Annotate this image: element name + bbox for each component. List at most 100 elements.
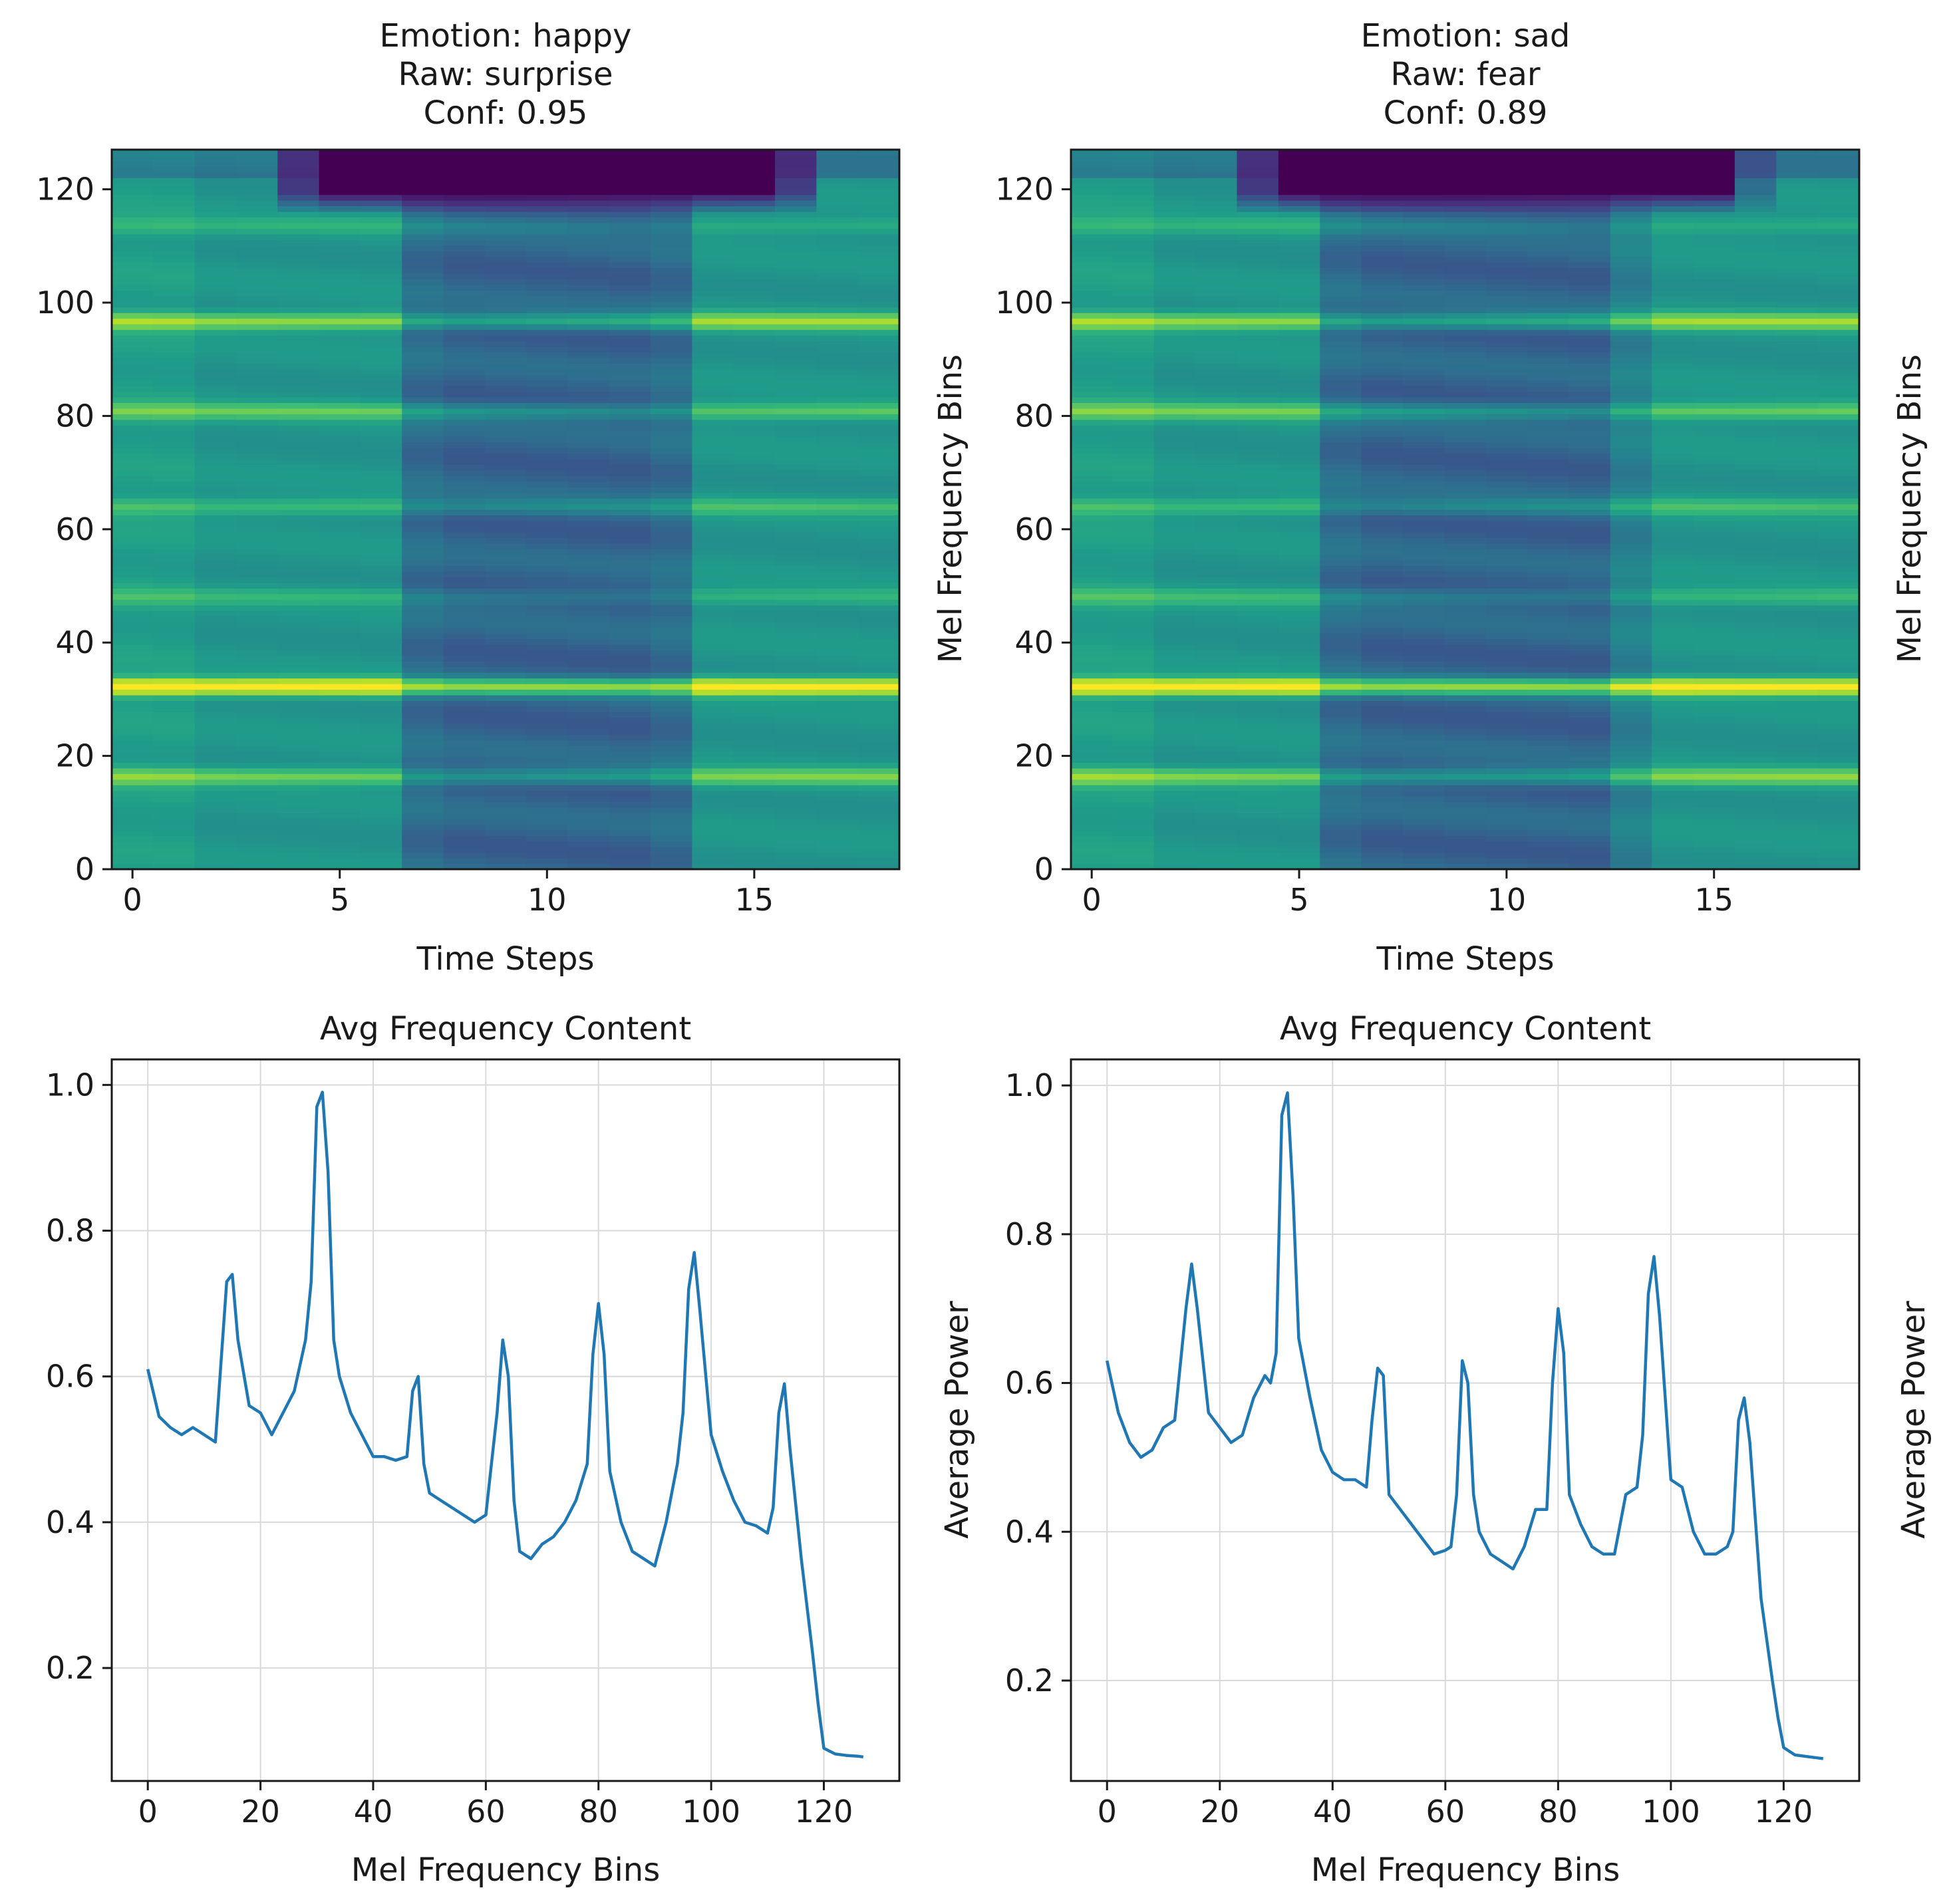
heatmap-cell — [1195, 762, 1238, 769]
heatmap-cell — [816, 470, 859, 476]
heatmap-cell — [194, 380, 237, 386]
heatmap-cell — [857, 655, 900, 662]
heatmap-cell — [651, 655, 693, 662]
heatmap-cell — [1112, 863, 1155, 870]
heatmap-cell — [775, 453, 817, 460]
heatmap-cell — [1693, 627, 1735, 634]
heatmap-cell — [1485, 672, 1528, 679]
heatmap-cell — [1734, 661, 1777, 668]
heatmap-cell — [443, 329, 486, 336]
heatmap-cell — [816, 464, 859, 471]
heatmap-cell — [1112, 801, 1155, 808]
heatmap-cell — [1361, 503, 1404, 510]
heatmap-cell — [1195, 222, 1238, 229]
heatmap-cell — [112, 655, 154, 662]
x-tick-label: 10 — [1487, 882, 1527, 918]
heatmap-cell — [1817, 706, 1860, 712]
heatmap-cell — [1652, 352, 1694, 358]
heatmap-cell — [1485, 442, 1528, 448]
heatmap-cell — [733, 313, 776, 319]
heatmap-cell — [526, 549, 569, 555]
heatmap-cell — [1237, 751, 1279, 757]
heatmap-cell — [1320, 520, 1362, 527]
heatmap-cell — [775, 279, 817, 285]
heatmap-cell — [1361, 239, 1404, 246]
heatmap-cell — [277, 543, 320, 549]
heatmap-cell — [1278, 694, 1320, 702]
heatmap-cell — [1527, 824, 1570, 831]
heatmap-cell — [1237, 228, 1279, 235]
heatmap-cell — [1444, 301, 1487, 308]
heatmap-cell — [1153, 593, 1196, 600]
heatmap-cell — [1734, 178, 1777, 184]
heatmap-cell — [567, 666, 610, 673]
heatmap-cell — [651, 577, 693, 583]
heatmap-cell — [1112, 756, 1155, 763]
heatmap-cell — [153, 813, 196, 819]
heatmap-cell — [1278, 324, 1320, 331]
heatmap-cell — [1237, 346, 1279, 352]
heatmap-cell — [112, 301, 154, 308]
heatmap-cell — [319, 790, 361, 797]
heatmap-cell — [319, 829, 361, 836]
heatmap-cell — [1195, 790, 1238, 797]
heatmap-cell — [1569, 616, 1611, 622]
heatmap-cell — [1195, 773, 1238, 780]
heatmap-cell — [153, 279, 196, 285]
heatmap-cell — [609, 425, 651, 432]
heatmap-cell — [1361, 233, 1404, 240]
heatmap-cell — [1610, 644, 1652, 650]
heatmap-cell — [1195, 734, 1238, 741]
heatmap-cell — [1734, 684, 1777, 690]
heatmap-cell — [1071, 863, 1113, 870]
heatmap-cell — [153, 414, 196, 420]
heatmap-cell — [153, 492, 196, 499]
heatmap-cell — [857, 723, 900, 730]
heatmap-cell — [1776, 835, 1819, 842]
heatmap-cell — [484, 166, 527, 173]
heatmap-cell — [112, 150, 154, 156]
heatmap-cell — [277, 352, 320, 358]
heatmap-cell — [1278, 492, 1320, 499]
heatmap-cell — [360, 672, 402, 679]
heatmap-cell — [1444, 622, 1487, 628]
heatmap-cell — [1402, 352, 1445, 358]
heatmap-cell — [153, 503, 196, 510]
heatmap-cell — [1734, 537, 1777, 544]
heatmap-cell — [153, 571, 196, 578]
heatmap-cell — [692, 503, 734, 510]
heatmap-cell — [484, 273, 527, 280]
heatmap-cell — [112, 611, 154, 617]
heatmap-cell — [1402, 841, 1445, 847]
heatmap-cell — [1112, 470, 1155, 476]
heatmap-cell — [1112, 751, 1155, 757]
heatmap-cell — [1610, 284, 1652, 291]
heatmap-cell — [1776, 565, 1819, 572]
heatmap-cell — [526, 554, 569, 561]
heatmap-cell — [1569, 611, 1611, 617]
heatmap-cell — [567, 386, 610, 392]
heatmap-cell — [319, 425, 361, 432]
heatmap-cell — [1734, 492, 1777, 499]
heatmap-cell — [1237, 509, 1279, 516]
heatmap-cell — [194, 284, 237, 291]
heatmap-cell — [1485, 554, 1528, 561]
heatmap-cell — [1652, 588, 1694, 595]
heatmap-cell — [1071, 661, 1113, 668]
heatmap-cell — [1569, 256, 1611, 263]
heatmap-cell — [1610, 419, 1652, 426]
heatmap-cell — [857, 588, 900, 595]
heatmap-cell — [1402, 290, 1445, 297]
heatmap-cell — [1320, 824, 1362, 831]
heatmap-cell — [1071, 650, 1113, 656]
heatmap-cell — [1652, 829, 1694, 836]
heatmap-cell — [1320, 481, 1362, 487]
heatmap-cell — [609, 807, 651, 814]
heatmap-cell — [112, 818, 154, 825]
heatmap-cell — [1734, 414, 1777, 420]
heatmap-cell — [733, 835, 776, 842]
heatmap-cell — [733, 526, 776, 533]
heatmap-cell — [235, 239, 278, 246]
heatmap-cell — [319, 694, 361, 702]
heatmap-cell — [402, 222, 444, 229]
